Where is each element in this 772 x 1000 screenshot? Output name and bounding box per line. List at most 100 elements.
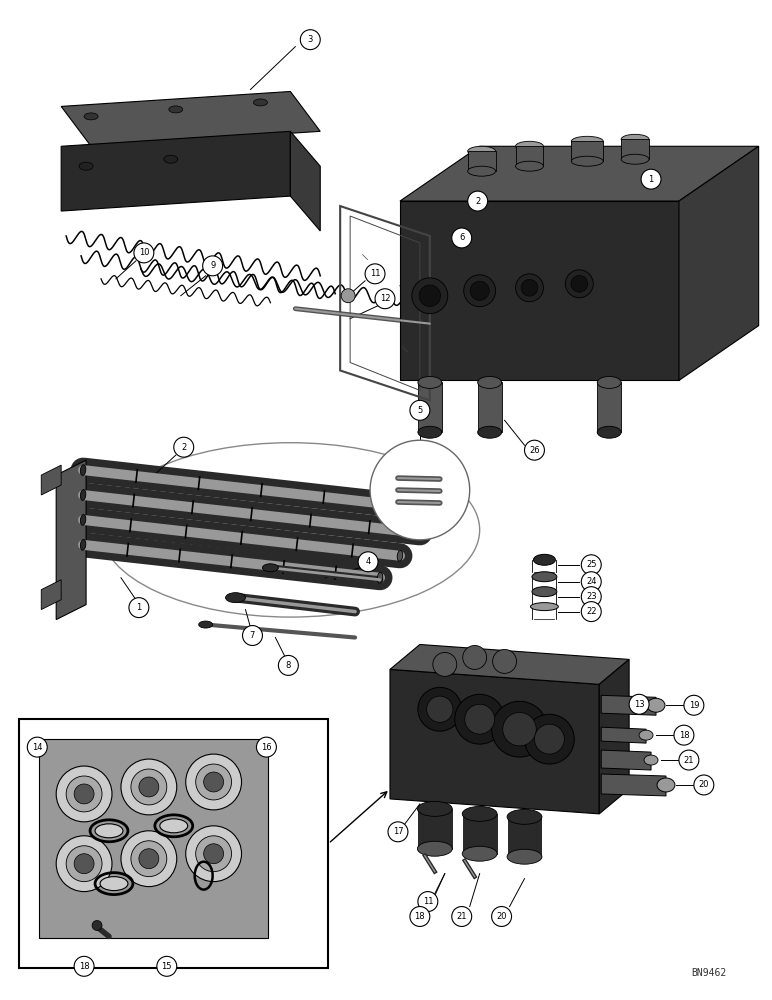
Circle shape [256, 737, 276, 757]
Ellipse shape [571, 136, 603, 146]
Polygon shape [571, 141, 603, 161]
Polygon shape [601, 727, 646, 743]
Ellipse shape [164, 155, 178, 163]
Polygon shape [390, 669, 599, 814]
Text: 15: 15 [161, 962, 172, 971]
Text: 18: 18 [679, 731, 689, 740]
Text: 20: 20 [699, 780, 709, 789]
Polygon shape [41, 580, 61, 610]
Circle shape [462, 645, 486, 669]
Polygon shape [621, 139, 649, 159]
Ellipse shape [478, 376, 502, 388]
Ellipse shape [507, 849, 542, 864]
Text: 8: 8 [286, 661, 291, 670]
Circle shape [418, 687, 462, 731]
Ellipse shape [621, 134, 649, 144]
Ellipse shape [198, 621, 212, 628]
Text: 1: 1 [648, 175, 654, 184]
Circle shape [56, 836, 112, 892]
Circle shape [375, 289, 395, 309]
Circle shape [581, 555, 601, 575]
Polygon shape [290, 131, 320, 231]
Ellipse shape [532, 572, 557, 582]
Polygon shape [679, 146, 759, 380]
Ellipse shape [516, 141, 543, 151]
Ellipse shape [462, 846, 497, 861]
Ellipse shape [516, 161, 543, 171]
Ellipse shape [262, 564, 279, 572]
Circle shape [470, 281, 489, 300]
Circle shape [92, 920, 102, 930]
Circle shape [419, 285, 441, 306]
Ellipse shape [79, 162, 93, 170]
Circle shape [674, 725, 694, 745]
Circle shape [204, 772, 224, 792]
Text: 18: 18 [415, 912, 425, 921]
Circle shape [534, 724, 564, 754]
Text: 18: 18 [79, 962, 90, 971]
Text: 2: 2 [475, 197, 480, 206]
Bar [19, 719, 328, 968]
Ellipse shape [378, 572, 383, 583]
Ellipse shape [95, 824, 123, 838]
Text: 10: 10 [139, 248, 149, 257]
Polygon shape [39, 739, 269, 938]
Circle shape [492, 701, 547, 757]
Circle shape [524, 440, 544, 460]
Ellipse shape [80, 490, 86, 500]
Ellipse shape [225, 593, 245, 603]
Circle shape [358, 552, 378, 572]
Text: 11: 11 [370, 269, 381, 278]
Polygon shape [400, 201, 679, 380]
Polygon shape [507, 817, 541, 857]
Text: 13: 13 [634, 700, 645, 709]
Ellipse shape [437, 505, 442, 515]
Ellipse shape [418, 801, 452, 816]
Ellipse shape [598, 376, 621, 388]
Circle shape [464, 275, 496, 307]
Ellipse shape [647, 698, 665, 712]
Circle shape [565, 270, 593, 298]
Circle shape [641, 169, 661, 189]
Circle shape [468, 191, 488, 211]
Ellipse shape [80, 515, 86, 525]
Circle shape [139, 777, 159, 797]
Circle shape [581, 587, 601, 607]
Circle shape [27, 737, 47, 757]
Ellipse shape [571, 156, 603, 166]
Circle shape [370, 440, 469, 540]
Circle shape [341, 289, 355, 303]
Circle shape [186, 754, 242, 810]
Text: 22: 22 [586, 607, 597, 616]
Text: 6: 6 [459, 233, 465, 242]
Polygon shape [462, 814, 496, 854]
Circle shape [521, 279, 538, 296]
Ellipse shape [468, 146, 496, 156]
Text: 4: 4 [365, 557, 371, 566]
Circle shape [412, 278, 448, 314]
Text: 16: 16 [261, 743, 272, 752]
Ellipse shape [418, 376, 442, 388]
Ellipse shape [507, 809, 542, 824]
Circle shape [66, 776, 102, 812]
Text: 23: 23 [586, 592, 597, 601]
Polygon shape [418, 382, 442, 432]
Circle shape [56, 766, 112, 822]
Circle shape [410, 907, 430, 926]
Circle shape [629, 694, 649, 714]
Circle shape [388, 822, 408, 842]
Polygon shape [601, 774, 666, 796]
Ellipse shape [398, 550, 403, 561]
Circle shape [452, 907, 472, 926]
Polygon shape [478, 382, 502, 432]
Text: 12: 12 [380, 294, 391, 303]
Ellipse shape [169, 106, 183, 113]
Polygon shape [468, 151, 496, 171]
Ellipse shape [80, 465, 86, 475]
Circle shape [679, 750, 699, 770]
Circle shape [452, 228, 472, 248]
Circle shape [74, 854, 94, 874]
Text: BN9462: BN9462 [691, 968, 726, 978]
Circle shape [492, 907, 512, 926]
Polygon shape [41, 465, 61, 495]
